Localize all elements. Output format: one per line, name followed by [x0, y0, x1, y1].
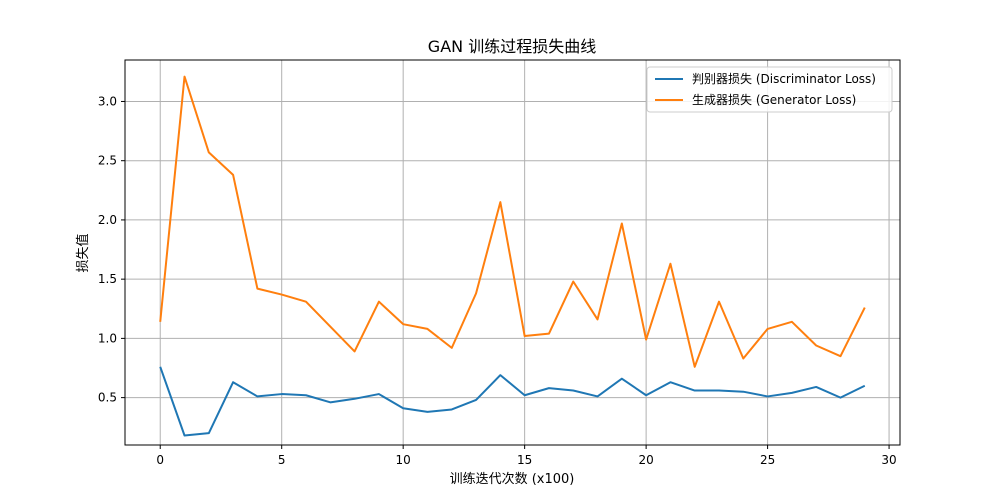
x-axis-label: 训练迭代次数 (x100)	[450, 471, 575, 487]
legend-label-discriminator: 判别器损失 (Discriminator Loss)	[692, 71, 876, 86]
x-tick-label: 0	[156, 453, 164, 467]
y-tick-label: 1.5	[98, 272, 117, 286]
chart-title: GAN 训练过程损失曲线	[428, 37, 596, 56]
x-tick-label: 25	[760, 453, 775, 467]
y-tick-label: 2.5	[98, 154, 117, 168]
legend: 判别器损失 (Discriminator Loss) 生成器损失 (Genera…	[646, 66, 893, 113]
y-tick-label: 0.5	[98, 391, 117, 405]
y-tick-label: 2.0	[98, 213, 117, 227]
x-tick-label: 5	[278, 453, 286, 467]
plot-frame	[124, 59, 901, 446]
discriminator-loss-line	[159, 366, 866, 437]
legend-box	[646, 66, 893, 113]
x-tick-label: 20	[638, 453, 653, 467]
x-tick-label: 10	[396, 453, 411, 467]
axis-ticks: 0 5 10 15 20 25 30 0.5 1.0 1.5 2.0 2.5 3.0	[98, 94, 897, 467]
generator-loss-line	[159, 75, 866, 368]
x-tick-label: 15	[517, 453, 532, 467]
legend-label-generator: 生成器损失 (Generator Loss)	[692, 92, 856, 107]
x-tick-label: 30	[881, 453, 896, 467]
y-tick-label: 3.0	[98, 94, 117, 108]
y-axis-label: 损失值	[75, 233, 91, 272]
y-tick-label: 1.0	[98, 331, 117, 345]
series-lines	[159, 75, 866, 437]
